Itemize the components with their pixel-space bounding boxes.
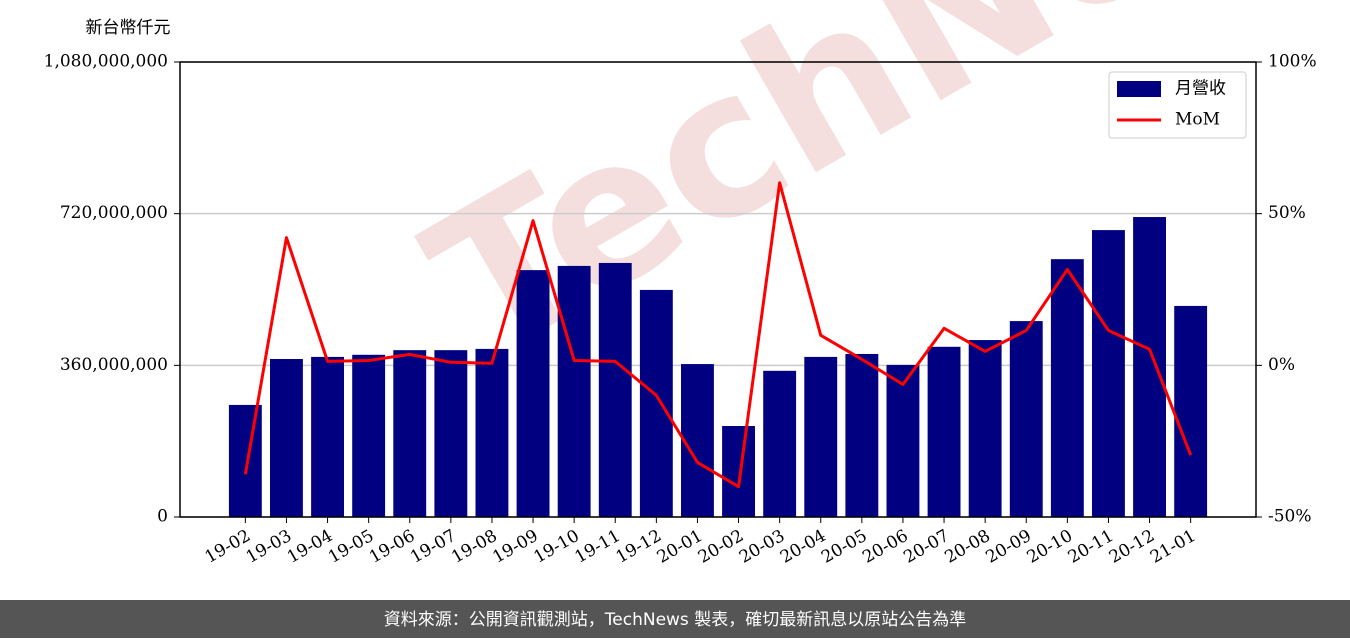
y-tick-label: 1,080,000,000 bbox=[44, 52, 168, 72]
y2-tick-label: 50% bbox=[1268, 203, 1306, 223]
line bbox=[243, 181, 1193, 489]
plot-frame bbox=[179, 61, 1257, 518]
bar bbox=[434, 350, 468, 517]
y2-tick-label: 0% bbox=[1268, 355, 1295, 375]
bar bbox=[1174, 305, 1208, 517]
bar bbox=[845, 353, 879, 517]
bar bbox=[475, 348, 509, 517]
x-tick-label: 20-10 bbox=[1024, 526, 1076, 568]
bar bbox=[516, 270, 550, 517]
legend-label: MoM bbox=[1175, 110, 1220, 130]
bar bbox=[681, 364, 714, 517]
x-tick-label: 19-08 bbox=[448, 526, 500, 568]
bar bbox=[1092, 230, 1125, 517]
bar bbox=[1050, 259, 1084, 517]
x-tick-label: 20-01 bbox=[654, 526, 706, 568]
x-tick-label: 20-12 bbox=[1106, 526, 1158, 568]
x-tick-label: 20-02 bbox=[695, 526, 747, 568]
x-tick-label: 20-11 bbox=[1065, 526, 1117, 568]
y-tick-label: 0 bbox=[157, 507, 168, 527]
bar bbox=[927, 346, 961, 517]
bar bbox=[763, 370, 797, 517]
footer: 資料來源：公開資訊觀測站，TechNews 製表，確切最新訊息以原站公告為準 bbox=[384, 610, 966, 630]
bar bbox=[639, 289, 673, 517]
x-tick-label: 20-05 bbox=[818, 526, 870, 568]
x-tick-label: 19-07 bbox=[407, 526, 459, 568]
x-tick-label: 19-06 bbox=[366, 526, 418, 568]
x-tick-label: 19-02 bbox=[202, 526, 254, 568]
bar bbox=[557, 265, 591, 517]
bar bbox=[804, 356, 838, 517]
y2-tick-label: 100% bbox=[1268, 52, 1317, 72]
footer-bar bbox=[0, 600, 1350, 638]
legend-swatch bbox=[1117, 81, 1161, 97]
x-tick-label: 19-10 bbox=[530, 526, 582, 568]
x-tick-label: 20-03 bbox=[736, 526, 788, 568]
y2-tick-label: -50% bbox=[1268, 507, 1312, 527]
bar bbox=[722, 426, 755, 517]
x-tick-label: 19-12 bbox=[613, 526, 665, 568]
x-tick-label: 20-08 bbox=[941, 526, 993, 568]
x-tick-label: 20-09 bbox=[983, 526, 1035, 568]
x-tick-label: 20-06 bbox=[859, 526, 911, 568]
bar bbox=[1009, 321, 1043, 517]
x-tick-label: 20-04 bbox=[777, 526, 829, 568]
x-tick-label: 19-04 bbox=[284, 526, 336, 568]
x-tick-label: 21-01 bbox=[1147, 526, 1199, 568]
x-tick-label: 19-09 bbox=[489, 526, 541, 568]
bar bbox=[598, 262, 632, 517]
bar bbox=[228, 404, 262, 517]
x-tick-label: 20-07 bbox=[900, 526, 952, 568]
x-tick-label: 19-03 bbox=[243, 526, 295, 568]
bar bbox=[968, 340, 1002, 517]
bar bbox=[352, 354, 386, 517]
bar bbox=[270, 359, 303, 517]
y-tick-label: 720,000,000 bbox=[60, 203, 168, 223]
bar bbox=[393, 350, 427, 517]
bar bbox=[886, 364, 920, 517]
y-axis-label: 新台幣仟元 bbox=[86, 18, 171, 38]
x-tick-label: 19-05 bbox=[325, 526, 377, 568]
legend-label: 月營收 bbox=[1175, 79, 1226, 99]
bar bbox=[1133, 217, 1166, 517]
x-tick-label: 19-11 bbox=[572, 526, 624, 568]
bar bbox=[311, 356, 344, 517]
y-tick-label: 360,000,000 bbox=[60, 355, 168, 375]
